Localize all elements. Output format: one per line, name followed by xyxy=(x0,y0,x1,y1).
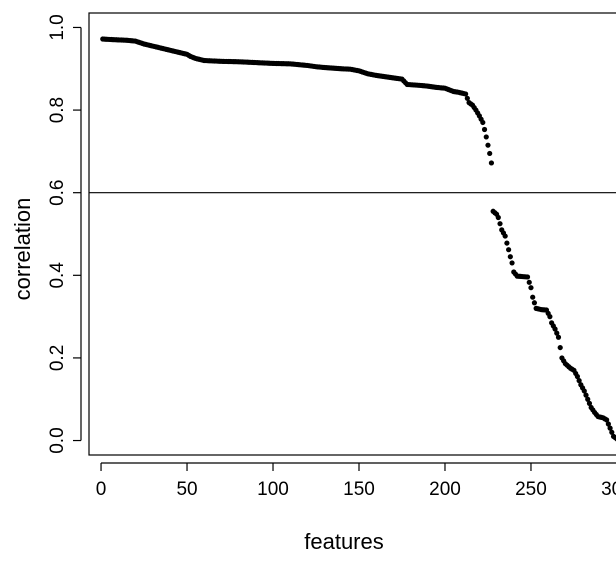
data-point xyxy=(508,254,513,259)
x-tick-label: 300 xyxy=(601,479,616,500)
y-tick-label: 0.2 xyxy=(47,345,68,371)
y-axis-label: correlation xyxy=(10,198,35,301)
y-tick-label: 0.4 xyxy=(47,262,68,289)
x-tick-label: 0 xyxy=(96,479,107,500)
data-points xyxy=(100,36,616,441)
data-point xyxy=(547,314,552,319)
data-point xyxy=(506,247,511,252)
x-tick-label: 150 xyxy=(343,479,375,500)
x-axis: 0 50 100 150 200 250 300 xyxy=(96,463,616,500)
plot-frame xyxy=(89,13,616,455)
data-point xyxy=(496,215,501,220)
y-tick-label: 0.0 xyxy=(47,427,68,453)
data-point xyxy=(484,134,489,139)
x-axis-label: features xyxy=(304,529,384,554)
data-point xyxy=(497,221,502,226)
data-point xyxy=(525,274,530,279)
data-point xyxy=(503,233,508,238)
data-point xyxy=(487,151,492,156)
data-point xyxy=(527,280,532,285)
y-tick-label: 0.6 xyxy=(47,179,68,205)
data-point xyxy=(530,295,535,300)
data-point xyxy=(482,127,487,132)
data-point xyxy=(556,335,561,340)
x-tick-label: 100 xyxy=(257,479,289,500)
data-point xyxy=(509,260,514,265)
y-axis: 0.0 0.2 0.4 0.6 0.8 1.0 xyxy=(47,14,81,454)
data-point xyxy=(489,160,494,165)
x-tick-label: 250 xyxy=(515,479,547,500)
data-point xyxy=(532,300,537,305)
data-point xyxy=(558,345,563,350)
y-tick-label: 0.8 xyxy=(47,97,68,123)
data-point xyxy=(480,120,485,125)
data-point xyxy=(528,285,533,290)
data-point xyxy=(504,240,509,245)
data-point xyxy=(485,143,490,148)
x-tick-label: 200 xyxy=(429,479,461,500)
y-tick-label: 1.0 xyxy=(47,14,68,40)
x-tick-label: 50 xyxy=(176,479,197,500)
